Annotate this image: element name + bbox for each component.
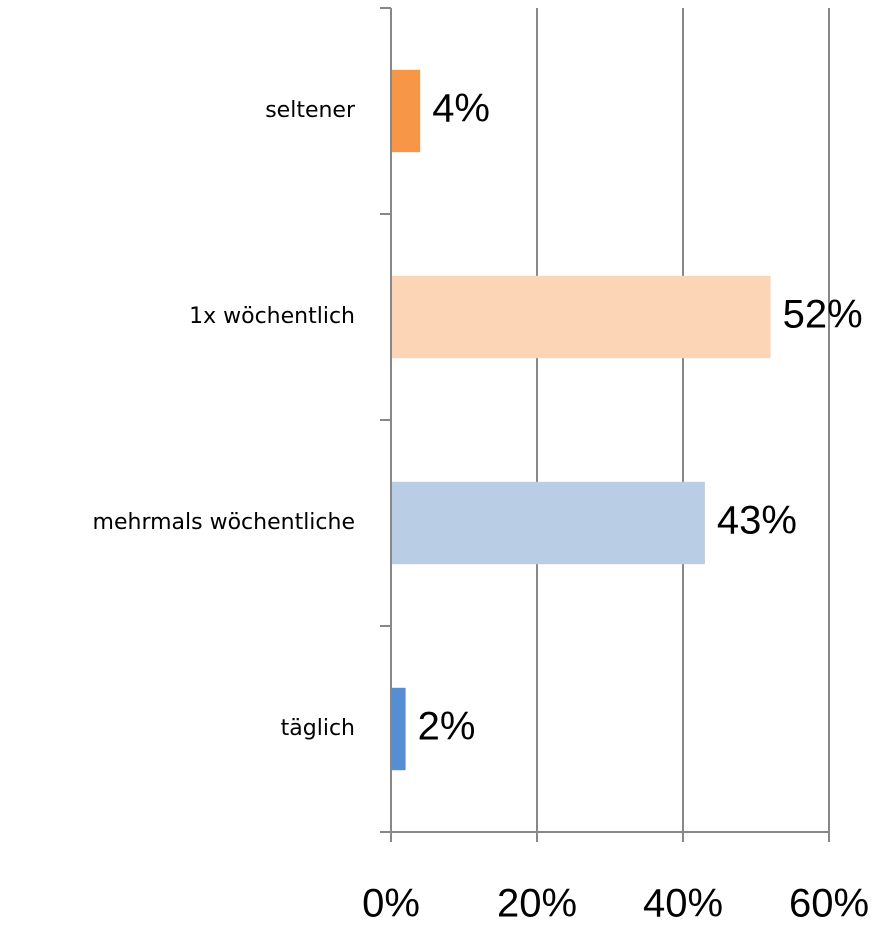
bar bbox=[391, 69, 421, 153]
x-tick-label: 60% bbox=[789, 882, 869, 926]
data-label: 2% bbox=[418, 705, 476, 749]
bar bbox=[391, 275, 771, 359]
y-tick-label: 1x wöchentlich bbox=[189, 304, 355, 329]
x-tick-label: 0% bbox=[362, 882, 420, 926]
y-tick-label: seltener bbox=[265, 98, 356, 123]
x-tick-label: 40% bbox=[643, 882, 723, 926]
y-tick-label: mehrmals wöchentliche bbox=[93, 510, 355, 535]
bar bbox=[391, 687, 406, 771]
data-label: 52% bbox=[783, 293, 863, 337]
data-label: 4% bbox=[432, 87, 490, 131]
x-tick-label: 20% bbox=[497, 882, 577, 926]
data-label: 43% bbox=[717, 499, 797, 543]
bar bbox=[391, 481, 705, 565]
y-tick-label: täglich bbox=[281, 716, 355, 741]
